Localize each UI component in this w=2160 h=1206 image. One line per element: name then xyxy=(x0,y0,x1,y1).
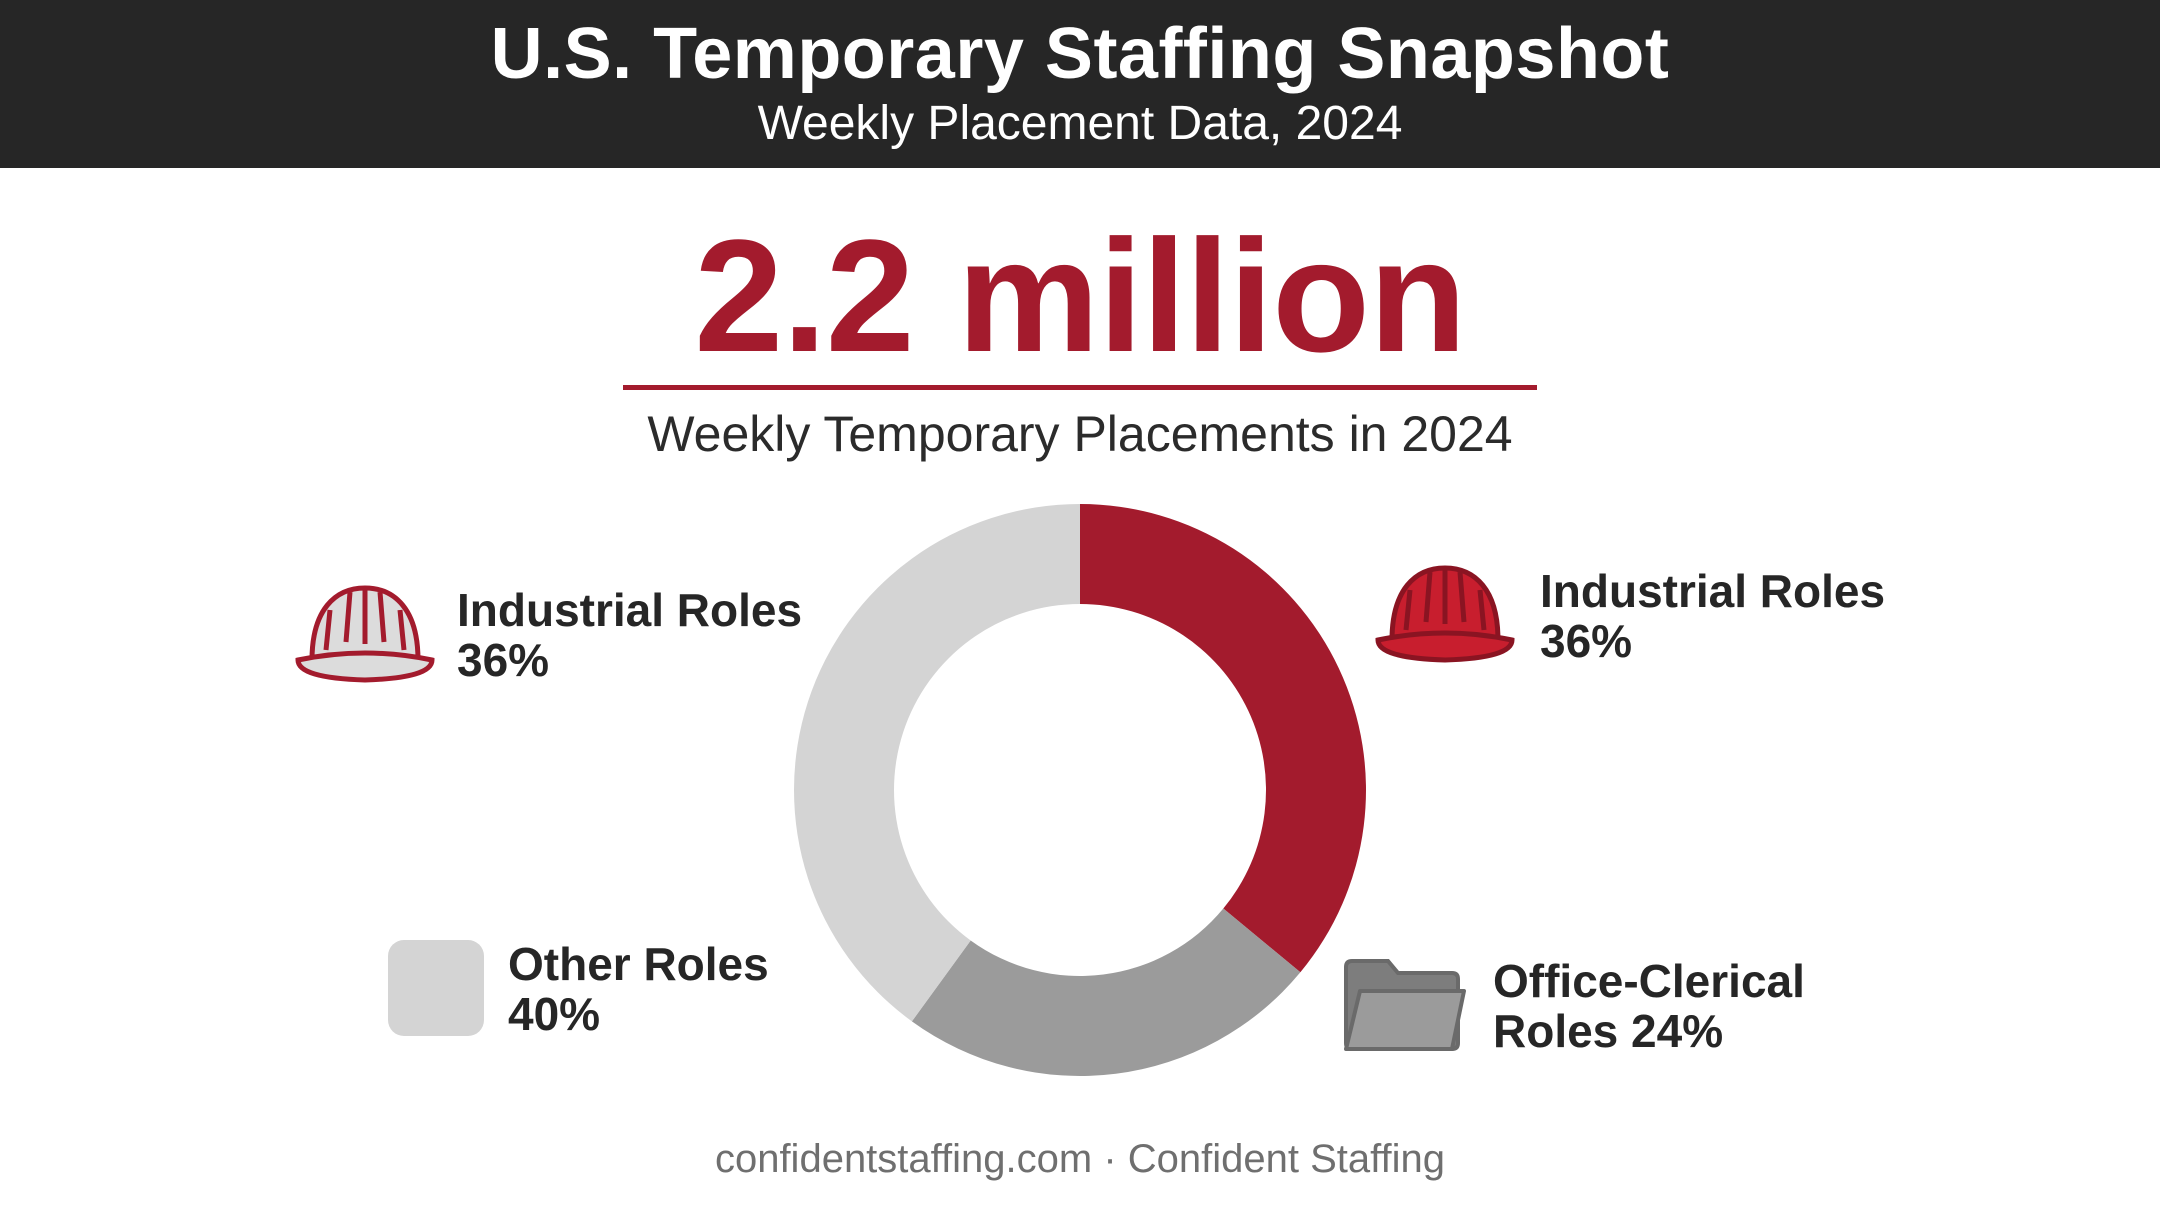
legend-label-industrial-left-name: Industrial Roles xyxy=(457,584,803,636)
page-subtitle: Weekly Placement Data, 2024 xyxy=(757,97,1403,150)
folder-icon xyxy=(1344,959,1466,1051)
legend-label-industrial-left-pct: 36% xyxy=(457,634,550,686)
donut-slice-other-roles xyxy=(794,504,1080,1022)
header-banner: U.S. Temporary Staffing Snapshot Weekly … xyxy=(0,0,2160,168)
headline-stat: 2.2 million xyxy=(694,206,1466,385)
hard-hat-icon xyxy=(295,585,435,683)
page-title: U.S. Temporary Staffing Snapshot xyxy=(490,14,1670,94)
donut-slice-office-clerical-roles xyxy=(911,908,1301,1076)
donut-slice-industrial-roles xyxy=(1080,504,1366,973)
legend-label-office-line2: Roles 24% xyxy=(1493,1005,1724,1057)
hard-hat-icon xyxy=(1375,565,1515,663)
legend-label-industrial-right-name: Industrial Roles xyxy=(1540,565,1886,617)
legend-label-industrial-right-pct: 36% xyxy=(1540,615,1633,667)
legend-label-other-pct: 40% xyxy=(508,988,601,1040)
legend-label-other-name: Other Roles xyxy=(508,938,769,990)
headline-caption: Weekly Temporary Placements in 2024 xyxy=(647,406,1513,462)
legend-swatch-other xyxy=(388,940,484,1036)
headline-divider xyxy=(623,385,1537,390)
legend-label-office-line1: Office-Clerical xyxy=(1493,955,1805,1007)
footer-credit: confidentstaffing.com · Confident Staffi… xyxy=(714,1137,1446,1181)
